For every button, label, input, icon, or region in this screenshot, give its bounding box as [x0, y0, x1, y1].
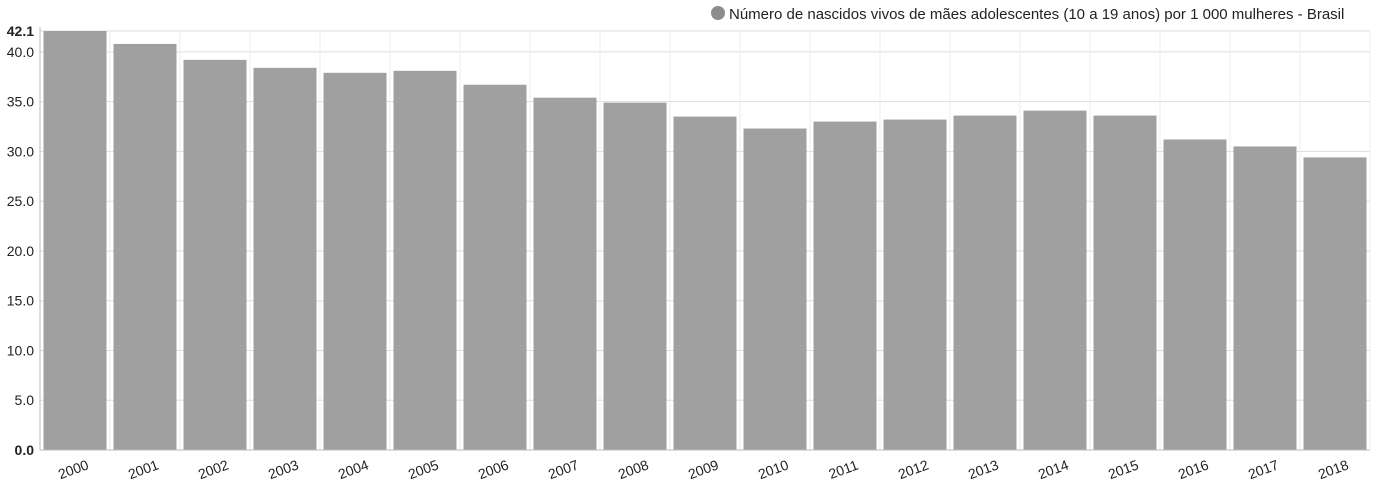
bar-2014[interactable]	[1023, 110, 1087, 451]
x-tick-label: 2005	[406, 456, 441, 482]
bar-2012[interactable]	[883, 119, 947, 450]
legend-marker-icon	[711, 6, 725, 20]
bar-2006[interactable]	[463, 84, 527, 450]
x-tick-label: 2001	[126, 456, 161, 482]
x-tick-label: 2004	[336, 456, 371, 482]
x-tick-label: 2013	[966, 456, 1001, 482]
y-tick-label: 30.0	[7, 143, 34, 159]
x-tick-label: 2018	[1316, 456, 1351, 482]
legend-label: Número de nascidos vivos de mães adolesc…	[729, 6, 1344, 23]
bar-2017[interactable]	[1233, 146, 1297, 451]
x-tick-label: 2008	[616, 456, 651, 482]
bar-2009[interactable]	[673, 116, 737, 451]
bar-2008[interactable]	[603, 102, 667, 450]
y-tick-label: 10.0	[7, 342, 34, 358]
bars	[43, 31, 1367, 451]
bar-2015[interactable]	[1093, 115, 1157, 451]
x-tick-label: 2015	[1106, 456, 1141, 482]
y-tick-label: 0.0	[15, 442, 35, 458]
bar-2018[interactable]	[1303, 157, 1367, 450]
y-tick-label: 25.0	[7, 193, 34, 209]
y-tick-label: 15.0	[7, 293, 34, 309]
x-tick-label: 2010	[756, 456, 791, 482]
bar-2010[interactable]	[743, 128, 807, 451]
x-tick-label: 2011	[826, 457, 860, 482]
bar-2011[interactable]	[813, 121, 877, 451]
y-tick-label: 5.0	[15, 392, 35, 408]
y-tick-label: 20.0	[7, 243, 34, 259]
bar-2004[interactable]	[323, 72, 387, 450]
x-tick-label: 2002	[196, 456, 231, 482]
x-tick-label: 2006	[476, 456, 511, 482]
bar-2007[interactable]	[533, 97, 597, 451]
y-tick-label: 35.0	[7, 94, 34, 110]
bar-2001[interactable]	[113, 43, 177, 451]
bar-2002[interactable]	[183, 59, 247, 450]
x-tick-label: 2007	[546, 456, 581, 482]
bar-2000[interactable]	[43, 31, 107, 450]
x-tick-label: 2012	[896, 456, 931, 482]
y-tick-label: 40.0	[7, 44, 34, 60]
bar-2005[interactable]	[393, 70, 457, 451]
x-tick-label: 2016	[1176, 456, 1211, 482]
x-tick-label: 2014	[1036, 456, 1071, 482]
legend[interactable]: Número de nascidos vivos de mães adolesc…	[711, 6, 1344, 23]
y-tick-label: 42.1	[7, 23, 34, 39]
x-tick-label: 2000	[56, 456, 91, 482]
x-tick-label: 2009	[686, 456, 721, 482]
bar-2013[interactable]	[953, 115, 1017, 451]
x-tick-label: 2017	[1246, 456, 1281, 482]
bar-2003[interactable]	[253, 67, 317, 451]
bar-2016[interactable]	[1163, 139, 1227, 450]
x-tick-label: 2003	[266, 456, 301, 482]
